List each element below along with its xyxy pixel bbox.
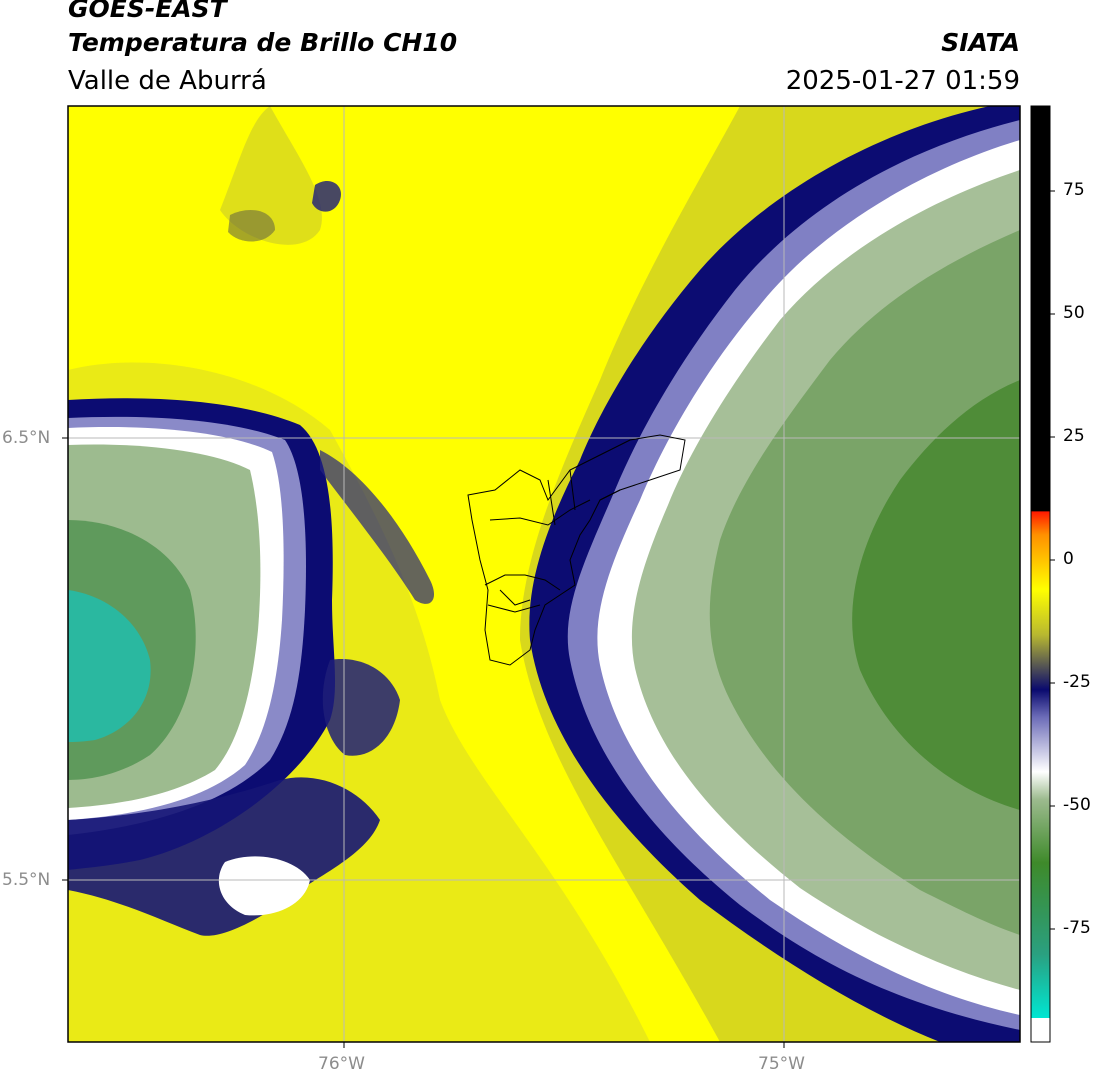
north-cloud-speck-2 [228, 210, 275, 242]
colorbar-label: -75 [1063, 918, 1091, 938]
axis-ticks [62, 437, 785, 1048]
colorbar-gradient [1031, 106, 1050, 1018]
satellite-title: GOES-EAST [68, 0, 227, 23]
product-title: Temperatura de Brillo CH10 [68, 28, 458, 57]
colorbar-label: 25 [1063, 426, 1085, 446]
x-tick-label: 76°W [318, 1054, 365, 1074]
datetime-label: 2025-01-27 01:59 [785, 66, 1020, 96]
southwest-small-cloud [218, 856, 310, 916]
north-cloud-speck [312, 180, 341, 212]
colorbar-under-bin [1031, 1018, 1050, 1042]
colorbar-ticks [1050, 190, 1055, 930]
north-moisture-patch [220, 106, 322, 245]
southwest-cloud-band [68, 777, 380, 936]
brightness-temperature-field [68, 106, 1020, 1042]
colorbar-frame [1030, 105, 1051, 1043]
y-tick-label: 6.5°N [2, 428, 51, 448]
municipality-boundaries [467, 434, 686, 666]
left-cloud-cold-core [68, 590, 151, 742]
central-cloud-fragment [322, 659, 400, 756]
colorbar-label: 50 [1063, 303, 1085, 323]
colorbar-label: 75 [1063, 180, 1085, 200]
organization-label: SIATA [941, 28, 1020, 57]
y-tick-label: 5.5°N [2, 870, 51, 890]
map-frame [67, 105, 1021, 1043]
x-tick-label: 75°W [758, 1054, 805, 1074]
right-cloud-cold-core [852, 380, 1020, 810]
colorbar-label: -25 [1063, 672, 1091, 692]
convective-streak [320, 450, 435, 604]
colorbar-label: -50 [1063, 795, 1091, 815]
region-subtitle: Valle de Aburrá [68, 66, 267, 96]
colorbar-label: 0 [1063, 549, 1074, 569]
